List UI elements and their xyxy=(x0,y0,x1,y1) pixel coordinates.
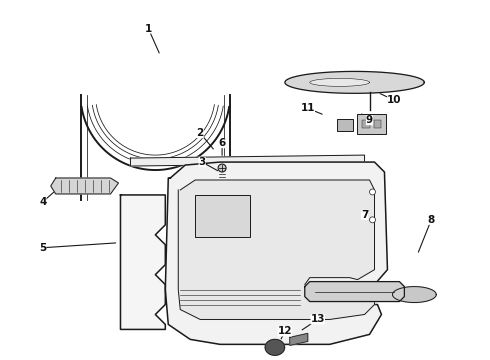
Text: 5: 5 xyxy=(39,243,47,253)
Bar xyxy=(195,195,250,237)
Polygon shape xyxy=(51,178,119,194)
Text: 6: 6 xyxy=(219,138,226,148)
Circle shape xyxy=(218,164,226,172)
Polygon shape xyxy=(178,180,374,319)
Text: 8: 8 xyxy=(428,215,435,225)
Text: 9: 9 xyxy=(366,115,373,125)
Text: 4: 4 xyxy=(39,197,47,207)
Bar xyxy=(337,119,353,131)
Text: 3: 3 xyxy=(198,157,206,167)
Text: 1: 1 xyxy=(145,24,152,33)
Bar xyxy=(357,114,387,134)
Polygon shape xyxy=(265,339,285,355)
Polygon shape xyxy=(121,195,165,329)
Bar xyxy=(362,120,369,128)
Text: 10: 10 xyxy=(387,95,402,105)
Polygon shape xyxy=(305,282,404,302)
Polygon shape xyxy=(392,287,436,302)
Circle shape xyxy=(369,189,375,195)
Polygon shape xyxy=(130,155,365,166)
Polygon shape xyxy=(290,333,308,345)
Polygon shape xyxy=(165,162,388,345)
Text: 11: 11 xyxy=(300,103,315,113)
Text: 13: 13 xyxy=(311,314,325,324)
Polygon shape xyxy=(285,71,424,93)
Text: 7: 7 xyxy=(361,210,368,220)
Bar xyxy=(373,120,382,128)
Text: 2: 2 xyxy=(196,128,204,138)
Polygon shape xyxy=(310,78,369,86)
Text: 12: 12 xyxy=(278,327,292,336)
Circle shape xyxy=(369,217,375,223)
